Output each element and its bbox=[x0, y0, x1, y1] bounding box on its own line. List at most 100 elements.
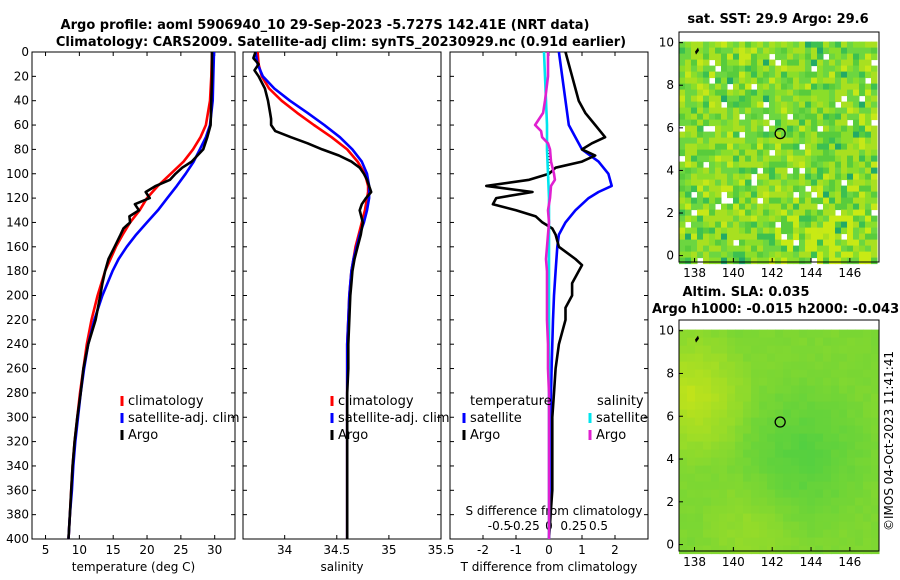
legend-label: Argo bbox=[596, 428, 626, 443]
y-tick-label: 180 bbox=[6, 264, 29, 278]
x-tick-label: 35.5 bbox=[428, 543, 455, 557]
y-tick-label: 40 bbox=[14, 94, 29, 108]
x-tick-label: 142 bbox=[761, 266, 784, 280]
x-tick-label: 140 bbox=[722, 266, 745, 280]
y-tick-label: 0 bbox=[21, 45, 29, 59]
y-tick-label: 320 bbox=[6, 435, 29, 449]
title-line1: Argo profile: aoml 5906940_10 29-Sep-202… bbox=[61, 18, 590, 33]
legend-label: satellite bbox=[470, 411, 522, 426]
y-tick-label: 340 bbox=[6, 459, 29, 473]
temperature-panel: 0 20 40 60 80 100 120 140 160 180 200 220 240 260 280 3… bbox=[6, 45, 240, 574]
x-tick-label: 146 bbox=[838, 266, 861, 280]
series-line-t-satellite bbox=[547, 51, 614, 540]
y-tick-label: 100 bbox=[6, 167, 29, 181]
x-tick-label: 142 bbox=[761, 555, 784, 569]
sst-map-panel: 138 140 142 144 146 0 2 4 6 8 10 sat. SST: 29.9 Arg… bbox=[659, 12, 880, 280]
x2-tick-label: -0.5 bbox=[488, 519, 511, 533]
legend-label: satellite-adj. clim bbox=[338, 411, 450, 426]
x2-tick-label: -0.25 bbox=[509, 519, 540, 533]
legend-label: Argo bbox=[470, 428, 500, 443]
y-tick-label: 8 bbox=[666, 366, 674, 380]
y-tick-label: 220 bbox=[6, 313, 29, 327]
sla-map-subtitle: Argo h1000: -0.015 h2000: -0.043 bbox=[652, 302, 899, 317]
y-tick-label: 140 bbox=[6, 215, 29, 229]
y-tick-label: 8 bbox=[666, 78, 674, 92]
map-frame bbox=[678, 319, 880, 552]
y-tick-label: 6 bbox=[666, 409, 674, 423]
legend-label: climatology bbox=[338, 394, 414, 409]
x-tick-label: 34.5 bbox=[323, 543, 350, 557]
x-tick-label: 146 bbox=[838, 555, 861, 569]
y-tick-label: 10 bbox=[659, 36, 674, 50]
difference-panel: -2 -1 0 1 2 T difference from climatology -0.5… bbox=[449, 51, 649, 574]
legend-label: satellite-adj. clim bbox=[128, 411, 240, 426]
y-tick-label: 160 bbox=[6, 240, 29, 254]
legend-label: Argo bbox=[338, 428, 368, 443]
y-tick-label: 300 bbox=[6, 410, 29, 424]
y-tick-label: 4 bbox=[666, 452, 674, 466]
x-tick-label: 144 bbox=[800, 266, 823, 280]
y-tick-label: 240 bbox=[6, 337, 29, 351]
y-tick-label: 20 bbox=[14, 69, 29, 83]
series-line-argo bbox=[67, 52, 214, 540]
x-axis-label: T difference from climatology bbox=[460, 560, 638, 574]
x-tick-label: 138 bbox=[683, 555, 706, 569]
y-tick-label: 200 bbox=[6, 289, 29, 303]
y-tick-label: 380 bbox=[6, 508, 29, 522]
legend-title-temperature: temperature bbox=[470, 394, 552, 409]
x-tick-label: 0 bbox=[545, 543, 553, 557]
series-line-t-argo bbox=[484, 51, 607, 540]
land-mark bbox=[695, 47, 699, 55]
x-tick-label: 144 bbox=[800, 555, 823, 569]
title-line2: Climatology: CARS2009. Satellite-adj cli… bbox=[56, 35, 626, 50]
x-tick-label: 35 bbox=[381, 543, 396, 557]
x-tick-label: 140 bbox=[722, 555, 745, 569]
map-frame bbox=[678, 31, 880, 263]
sst-field bbox=[679, 41, 878, 265]
x-tick-label: -2 bbox=[477, 543, 489, 557]
legend-title-salinity: salinity bbox=[597, 394, 644, 409]
x-tick-label: 25 bbox=[173, 543, 188, 557]
legend-label: satellite bbox=[596, 411, 648, 426]
y-tick-label: 10 bbox=[659, 324, 674, 338]
y-tick-label: 2 bbox=[666, 206, 674, 220]
x2-axis-label: S difference from climatology bbox=[466, 504, 643, 518]
y-tick-label: 260 bbox=[6, 362, 29, 376]
x-tick-label: 1 bbox=[578, 543, 586, 557]
imos-credit: ©IMOS 04-Oct-2023 11:41:41 bbox=[882, 351, 896, 531]
series-line-s-argo bbox=[533, 52, 557, 539]
y-tick-label: 360 bbox=[6, 483, 29, 497]
y-tick-label: 60 bbox=[14, 118, 29, 132]
x2-tick-label: 0.25 bbox=[560, 519, 587, 533]
x-tick-label: 20 bbox=[139, 543, 154, 557]
x-tick-label: 138 bbox=[683, 266, 706, 280]
x-tick-label: 34 bbox=[277, 543, 292, 557]
plot-frame bbox=[242, 51, 442, 540]
land-mark bbox=[695, 335, 699, 343]
y-tick-label: 0 bbox=[666, 249, 674, 263]
sst-map-title: sat. SST: 29.9 Argo: 29.6 bbox=[687, 12, 868, 27]
sla-map-title: Altim. SLA: 0.035 bbox=[683, 285, 810, 300]
sla-map-panel: 138 140 142 144 146 0 2 4 6 8 10 Altim. SLA: 0.035 A… bbox=[652, 285, 899, 569]
y-tick-label: 6 bbox=[666, 121, 674, 135]
y-tick-label: 0 bbox=[666, 538, 674, 552]
x-axis-label: temperature (deg C) bbox=[72, 560, 195, 574]
x-axis-label: salinity bbox=[320, 560, 363, 574]
y-tick-label: 2 bbox=[666, 495, 674, 509]
argo-location-marker bbox=[774, 127, 786, 140]
y-tick-label: 400 bbox=[6, 532, 29, 546]
x-tick-label: 30 bbox=[207, 543, 222, 557]
legend-label: climatology bbox=[128, 394, 204, 409]
legend-label: Argo bbox=[128, 428, 158, 443]
sla-field bbox=[679, 329, 880, 555]
x-tick-label: 5 bbox=[42, 543, 50, 557]
x-tick-label: 10 bbox=[72, 543, 87, 557]
series-line-argo bbox=[252, 51, 373, 539]
argo-location-marker bbox=[774, 416, 786, 428]
y-tick-label: 4 bbox=[666, 163, 674, 177]
x-tick-label: 15 bbox=[106, 543, 121, 557]
y-tick-label: 120 bbox=[6, 191, 29, 205]
x-tick-label: 2 bbox=[611, 543, 619, 557]
x2-tick-label: 0.5 bbox=[589, 519, 608, 533]
